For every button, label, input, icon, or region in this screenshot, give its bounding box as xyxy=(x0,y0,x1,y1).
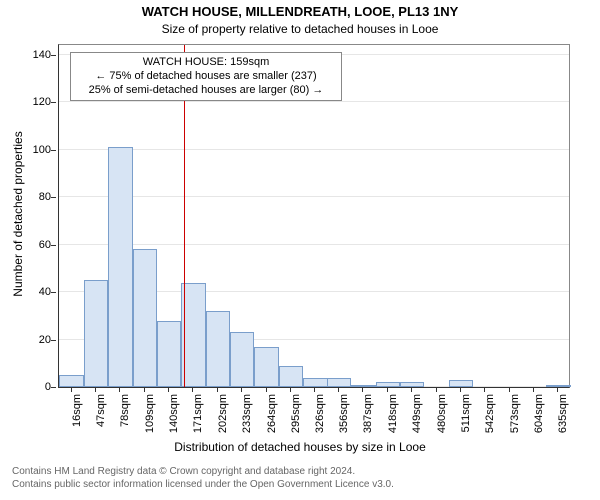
x-tick-mark xyxy=(241,388,242,392)
x-tick-label: 418sqm xyxy=(387,394,399,444)
x-tick-mark xyxy=(192,388,193,392)
chart-subtitle: Size of property relative to detached ho… xyxy=(0,22,600,36)
x-tick-mark xyxy=(266,388,267,392)
histogram-bar xyxy=(351,385,375,387)
x-tick-mark xyxy=(119,388,120,392)
histogram-bar xyxy=(59,375,83,387)
annotation-line: WATCH HOUSE: 159sqm xyxy=(77,56,335,70)
y-axis-label: Number of detached properties xyxy=(11,114,25,314)
x-tick-label: 171sqm xyxy=(192,394,204,444)
histogram-bar xyxy=(303,378,327,387)
gridline xyxy=(59,101,569,102)
x-tick-mark xyxy=(362,388,363,392)
x-tick-label: 449sqm xyxy=(411,394,423,444)
x-tick-mark xyxy=(217,388,218,392)
annotation-box: WATCH HOUSE: 159sqm← 75% of detached hou… xyxy=(70,52,342,101)
gridline xyxy=(59,196,569,197)
x-tick-label: 604sqm xyxy=(533,394,545,444)
gridline xyxy=(59,244,569,245)
x-tick-label: 47sqm xyxy=(95,394,107,444)
y-tick-label: 120 xyxy=(11,96,51,108)
annotation-line: ← 75% of detached houses are smaller (23… xyxy=(77,70,335,84)
x-tick-mark xyxy=(557,388,558,392)
gridline xyxy=(59,149,569,150)
x-tick-mark xyxy=(484,388,485,392)
histogram-bar xyxy=(206,311,230,387)
histogram-bar xyxy=(108,147,132,387)
histogram-bar xyxy=(230,332,254,387)
histogram-bar xyxy=(279,366,303,387)
histogram-bar xyxy=(254,347,278,387)
x-tick-label: 573sqm xyxy=(509,394,521,444)
y-tick-label: 0 xyxy=(11,381,51,393)
footer-attribution: Contains HM Land Registry data © Crown c… xyxy=(12,466,394,491)
x-tick-label: 542sqm xyxy=(484,394,496,444)
x-tick-label: 233sqm xyxy=(241,394,253,444)
x-tick-label: 295sqm xyxy=(290,394,302,444)
x-tick-label: 387sqm xyxy=(362,394,374,444)
x-tick-mark xyxy=(95,388,96,392)
x-tick-label: 511sqm xyxy=(460,394,472,444)
x-tick-label: 635sqm xyxy=(557,394,569,444)
chart-title: WATCH HOUSE, MILLENDREATH, LOOE, PL13 1N… xyxy=(0,4,600,19)
x-tick-mark xyxy=(338,388,339,392)
histogram-bar xyxy=(449,380,473,387)
x-tick-label: 78sqm xyxy=(119,394,131,444)
footer-line: Contains HM Land Registry data © Crown c… xyxy=(12,466,394,479)
y-tick-label: 20 xyxy=(11,334,51,346)
histogram-bar xyxy=(400,382,424,387)
x-tick-mark xyxy=(436,388,437,392)
annotation-line: 25% of semi-detached houses are larger (… xyxy=(77,84,335,98)
x-tick-label: 202sqm xyxy=(217,394,229,444)
x-tick-mark xyxy=(509,388,510,392)
histogram-bar xyxy=(376,382,400,387)
histogram-bar xyxy=(84,280,108,387)
y-tick-label: 140 xyxy=(11,49,51,61)
histogram-bar xyxy=(327,378,351,387)
x-tick-label: 109sqm xyxy=(144,394,156,444)
x-tick-label: 326sqm xyxy=(314,394,326,444)
histogram-bar xyxy=(133,249,157,387)
x-tick-label: 480sqm xyxy=(436,394,448,444)
x-tick-label: 356sqm xyxy=(338,394,350,444)
x-tick-label: 264sqm xyxy=(266,394,278,444)
x-tick-mark xyxy=(144,388,145,392)
x-tick-label: 16sqm xyxy=(71,394,83,444)
footer-line: Contains public sector information licen… xyxy=(12,479,394,492)
x-tick-mark xyxy=(387,388,388,392)
x-axis-label: Distribution of detached houses by size … xyxy=(0,440,600,454)
x-tick-mark xyxy=(71,388,72,392)
x-tick-mark xyxy=(411,388,412,392)
histogram-bar xyxy=(546,385,570,387)
x-tick-mark xyxy=(314,388,315,392)
x-tick-label: 140sqm xyxy=(168,394,180,444)
histogram-bar xyxy=(157,321,181,387)
x-tick-mark xyxy=(533,388,534,392)
x-tick-mark xyxy=(290,388,291,392)
x-tick-mark xyxy=(168,388,169,392)
x-tick-mark xyxy=(460,388,461,392)
